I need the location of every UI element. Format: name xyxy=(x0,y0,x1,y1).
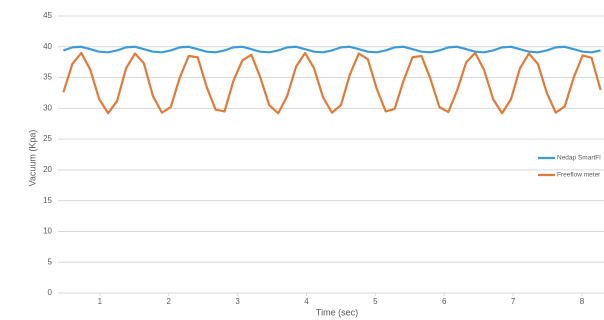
y-tick-label: 30 xyxy=(43,103,52,112)
y-tick-label: 15 xyxy=(43,196,52,205)
x-tick-label: 8 xyxy=(580,297,585,306)
series-line xyxy=(62,51,602,115)
y-axis-title: Vacuum (Kpa) xyxy=(27,130,37,187)
y-tick-label: 25 xyxy=(43,134,52,143)
series-line xyxy=(63,45,601,54)
x-tick-label: 4 xyxy=(304,297,309,306)
x-axis-title: Time (sec) xyxy=(316,307,358,317)
x-tick-label: 1 xyxy=(98,297,103,306)
y-tick-label: 5 xyxy=(48,257,53,266)
x-tick-label: 2 xyxy=(167,297,172,306)
y-tick-label: 0 xyxy=(48,288,53,297)
x-tick-label: 7 xyxy=(511,297,516,306)
y-tick-label: 35 xyxy=(43,73,52,82)
x-tick-label: 3 xyxy=(235,297,240,306)
y-tick-label: 45 xyxy=(43,11,52,20)
legend-label: Nedap SmartFl xyxy=(557,155,601,162)
y-tick-label: 20 xyxy=(43,165,52,174)
legend-label: Freeflow meter xyxy=(557,172,601,179)
y-tick-label: 40 xyxy=(43,42,52,51)
y-tick-label: 10 xyxy=(43,227,52,236)
x-tick-label: 6 xyxy=(442,297,447,306)
x-tick-label: 5 xyxy=(373,297,378,306)
